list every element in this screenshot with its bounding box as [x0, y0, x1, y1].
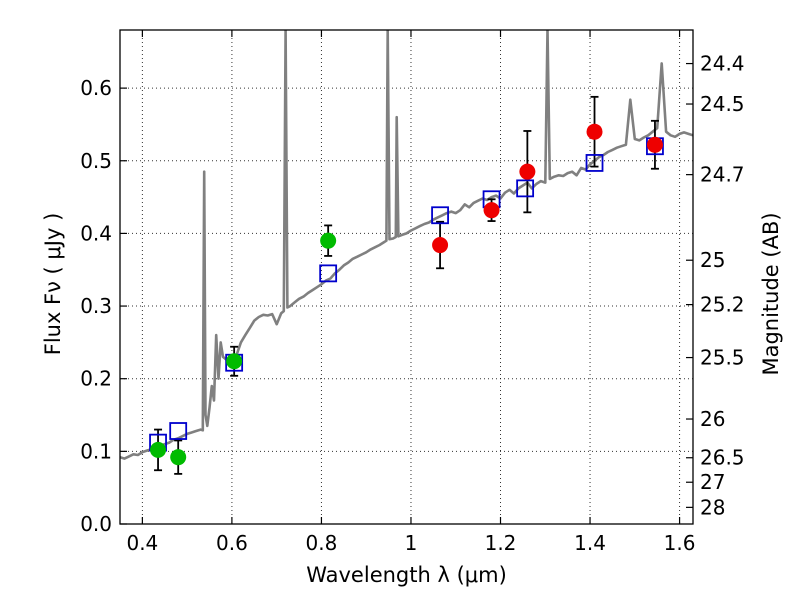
- y-tick-label: 0.2: [80, 367, 112, 391]
- model-photometry-square: [585, 154, 604, 172]
- x-tick-label: 0.4: [126, 531, 158, 555]
- x-axis-label: Wavelength λ (μm): [306, 563, 507, 587]
- y-axis-label: Flux Fν ( μJy ): [41, 213, 65, 356]
- observed-flux-point: [646, 136, 663, 153]
- axes-frame: [119, 29, 694, 525]
- x-tick-label: 0.6: [216, 531, 248, 555]
- observed-flux-point: [226, 353, 243, 370]
- right-tick-label: 24.5: [700, 92, 745, 116]
- right-tick-label: 27: [700, 470, 725, 494]
- observed-flux-point: [150, 441, 167, 458]
- x-tick-label: 0.8: [306, 531, 338, 555]
- right-axis-label: Magnitude (AB): [759, 212, 783, 375]
- x-tick-label: 1.6: [664, 531, 696, 555]
- observed-flux-point: [432, 237, 449, 254]
- y-tick-label: 0.5: [80, 149, 112, 173]
- axis-ticks: 0.4 0.6 0.8 1 1.2 1.4 1.6 0.0 0.1 0.2 0.3 0.4 0.5 0.6…: [80, 30, 745, 555]
- right-tick-label: 28: [700, 495, 725, 519]
- model-photometry-square: [516, 179, 535, 198]
- y-tick-label: 0.3: [80, 294, 112, 318]
- right-tick-label: 24.4: [700, 52, 745, 76]
- right-tick-label: 25: [700, 248, 725, 272]
- right-tick-label: 26: [700, 407, 725, 431]
- y-tick-label: 0.6: [80, 76, 112, 100]
- observed-flux-point: [519, 163, 536, 180]
- y-tick-label: 0.1: [80, 439, 112, 463]
- observed-flux-point: [586, 123, 603, 140]
- right-tick-label: 24.7: [700, 163, 745, 187]
- y-tick-label: 0.4: [80, 221, 112, 245]
- plot-area: [120, 30, 693, 475]
- x-tick-label: 1.4: [574, 531, 606, 555]
- x-tick-label: 1: [405, 531, 418, 555]
- model-photometry-square: [431, 206, 449, 225]
- observed-flux-point: [320, 232, 337, 249]
- model-photometry-square: [319, 264, 338, 283]
- x-tick-label: 1.2: [485, 531, 517, 555]
- right-tick-label: 26.5: [700, 446, 745, 470]
- plot-content: [120, 30, 693, 475]
- right-tick-label: 25.5: [700, 346, 745, 370]
- spectrum-line: [120, 30, 693, 460]
- model-photometry-square: [169, 422, 188, 440]
- right-tick-label: 25.2: [700, 293, 745, 317]
- y-tick-label: 0.0: [80, 512, 112, 536]
- observed-flux-point: [170, 449, 187, 466]
- observed-flux-point: [483, 202, 500, 219]
